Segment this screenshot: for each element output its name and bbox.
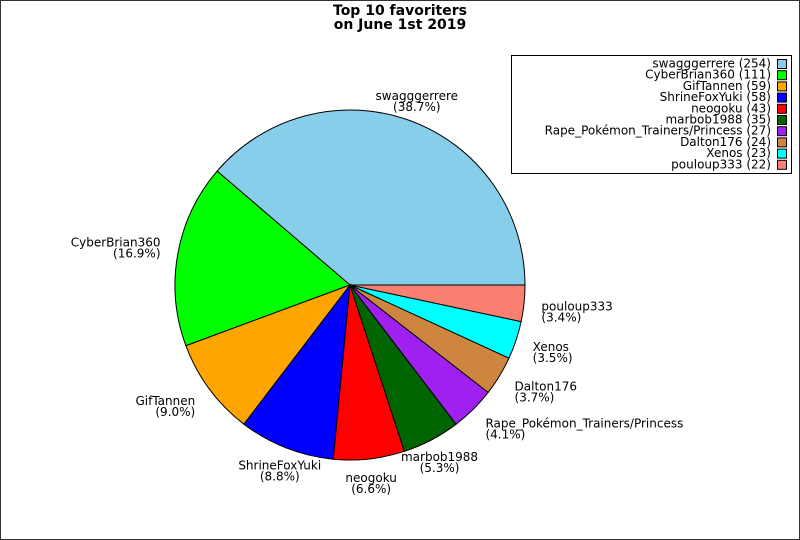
chart-title: Top 10 favoriters (333, 3, 467, 19)
slice-label: marbob1988 (401, 450, 478, 464)
slice-label: ShrineFoxYuki (238, 459, 321, 473)
legend-label: Xenos (23) (706, 146, 771, 160)
slice-label: Dalton176 (515, 379, 577, 393)
legend-label: marbob1988 (35) (665, 113, 771, 127)
chart-subtitle: on June 1st 2019 (334, 17, 467, 33)
slice-label: neogoku (345, 471, 396, 485)
legend-swatch (777, 115, 787, 125)
slice-percent: (16.9%) (113, 247, 160, 261)
slice-percent: (3.7%) (515, 390, 555, 404)
legend-label: GifTannen (59) (683, 79, 771, 93)
legend-label: Dalton176 (24) (680, 135, 771, 149)
legend-label: ShrineFoxYuki (58) (660, 90, 771, 104)
slice-label: Rape_Pokémon_Trainers/Princess (485, 416, 683, 430)
slice-percent: (4.1%) (485, 427, 525, 441)
legend-swatch (777, 103, 787, 114)
legend-swatch (777, 59, 787, 69)
legend-swatch (777, 81, 787, 92)
legend-label: pouloup333 (22) (671, 157, 771, 171)
slice-label: Xenos (533, 340, 569, 354)
legend-swatch (777, 126, 787, 137)
legend-label: Rape_Pokémon_Trainers/Princess (27) (545, 124, 771, 138)
legend-box (511, 55, 792, 174)
legend-label: neogoku (43) (691, 101, 771, 115)
pie-slice (216, 109, 526, 286)
legend-swatch (777, 70, 787, 81)
slice-percent: (9.0%) (155, 405, 195, 419)
slice-label: swagggerrere (376, 89, 458, 103)
legend-label: CyberBrian360 (111) (645, 68, 771, 82)
slice-percent: (8.8%) (260, 470, 300, 484)
slice-percent: (3.5%) (533, 351, 573, 365)
legend-swatch (777, 159, 787, 170)
legend-label: swagggerrere (254) (652, 57, 771, 71)
slice-label: GifTannen (135, 394, 195, 408)
pie-slice (349, 284, 526, 323)
slice-percent: (38.7%) (393, 100, 440, 114)
pie-slice (185, 283, 352, 425)
legend-swatch (777, 92, 787, 103)
slice-label: pouloup333 (541, 300, 612, 314)
slice-percent: (5.3%) (420, 461, 460, 475)
slice-percent: (3.4%) (541, 311, 581, 325)
legend-swatch (777, 137, 787, 148)
pie-slice (174, 170, 351, 347)
slice-label: CyberBrian360 (71, 236, 161, 250)
legend-swatch (777, 148, 787, 159)
pie-slice (243, 283, 351, 460)
slice-percent: (6.6%) (351, 482, 391, 496)
